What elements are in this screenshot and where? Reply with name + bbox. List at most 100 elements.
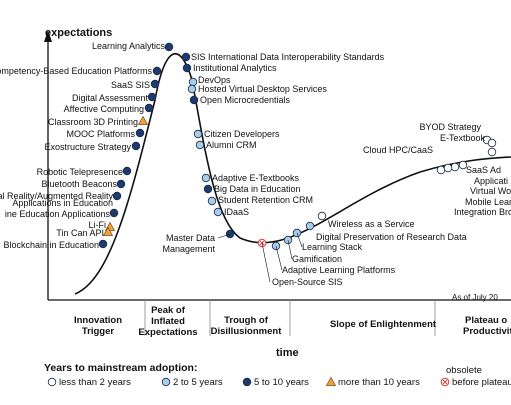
- tech-cloud-hpc-caas-label: Cloud HPC/CaaS: [363, 145, 433, 155]
- tech-institutional-analytics-marker: [182, 63, 192, 73]
- tech-devops-marker: [188, 77, 198, 87]
- tech-cloud-hpc-caas-marker: [436, 165, 446, 175]
- tech-tin-can-api-label: Tin Can API: [56, 228, 104, 238]
- leader-line: [296, 232, 303, 248]
- y-axis-arrow: [44, 30, 52, 42]
- technology-points: Learning Analytics Competency-Based Educa…: [0, 41, 511, 287]
- legend-marker-2-to-5-years: [161, 377, 171, 387]
- tech-applicati-label: Applicati: [474, 176, 508, 186]
- leader-line: [217, 233, 231, 239]
- tech-wireless-as-a-service-marker: [317, 211, 327, 221]
- tech-blockchain-in-education-label: Blockchain in Education: [3, 240, 99, 250]
- phase-plateau-l2: Productivit: [463, 326, 511, 337]
- legend-text-before-plateau: before plateau: [452, 377, 511, 388]
- tech-adaptive-e-textbooks-label: Adaptive E-Textbooks: [212, 173, 300, 183]
- legend-text-less-than-2-years: less than 2 years: [59, 377, 131, 388]
- tech-ine-education-applications-marker: [109, 208, 119, 218]
- tech-gamification-label: Gamification: [292, 254, 342, 264]
- tech-big-data-in-education-label: Big Data in Education: [214, 184, 301, 194]
- tech-saas-ad-label: SaaS Ad: [466, 165, 501, 175]
- tech-applications-in-education-label: Applications in Education: [12, 198, 113, 208]
- tech-saas-sis-marker: [150, 79, 160, 89]
- legend-text-5-to-10-years: 5 to 10 years: [254, 377, 309, 388]
- tech-hosted-virtual-desktop-services-label: Hosted Virtual Desktop Services: [198, 84, 327, 94]
- phase-peak-l1: Peak of: [151, 305, 186, 316]
- tech-classroom-3d-printing-marker: [137, 115, 149, 125]
- tech-tin-can-api-marker: [102, 226, 114, 236]
- legend: less than 2 years 2 to 5 years 5 to 10 yea…: [47, 376, 511, 388]
- tech-byod-strategy-label: BYOD Strategy: [419, 122, 481, 132]
- tech-digital-preservation-of-research-data-marker: [305, 221, 315, 231]
- tech-e-textbook-label: E-Textbook: [440, 133, 486, 143]
- tech-integration-brokers-label: Integration Brokers: [454, 207, 511, 217]
- tech-saas-ad-marker: [487, 147, 497, 157]
- phase-innovation-trigger-l2: Trigger: [82, 326, 115, 337]
- tech-digital-assessment-label: Digital Assessment: [72, 93, 149, 103]
- legend-marker-more-than-10-years: [325, 376, 337, 386]
- tech-exostructure-strategy-marker: [131, 141, 141, 151]
- tech-hosted-virtual-desktop-services-marker: [187, 84, 197, 94]
- tech-management-label: Management: [162, 244, 215, 254]
- phase-innovation-trigger-l1: Innovation: [74, 315, 122, 326]
- tech-open-microcredentials-label: Open Microcredentials: [200, 95, 291, 105]
- leader-line: [275, 245, 283, 271]
- tech-al-reality-augmented-reality-label: al Reality/Augmented Reality: [0, 191, 113, 201]
- tech-mooc-platforms-label: MOOC Platforms: [66, 129, 135, 139]
- tech-mooc-platforms-marker: [135, 128, 145, 138]
- tech-big-data-in-education-marker: [203, 184, 213, 194]
- phase-slope-l1: Slope of Enlightenment: [330, 319, 437, 330]
- tech-student-retention-crm-marker: [207, 196, 217, 206]
- phase-peak-l3: Expectations: [138, 327, 197, 338]
- tech-competency-based-education-platforms-label: Competency-Based Education Platforms: [0, 66, 152, 76]
- hype-curve: [74, 53, 511, 295]
- tech-devops-label: DevOps: [198, 75, 231, 85]
- tech-ine-education-applications-label: ine Education Applications: [5, 209, 111, 219]
- tech-digital-preservation-of-research-data-label: Digital Preservation of Research Data: [316, 232, 467, 242]
- tech-robotic-telepresence-label: Robotic Telepresence: [37, 167, 123, 177]
- legend-marker-5-to-10-years: [242, 377, 252, 387]
- tech-mobile-learning-marker: [450, 162, 460, 172]
- tech-affective-computing-marker: [144, 103, 154, 113]
- tech-bluetooth-beacons-marker: [116, 179, 126, 189]
- tech-blockchain-in-education-marker: [98, 239, 108, 249]
- tech-alumni-crm-marker: [195, 140, 205, 150]
- tech-sis-international-data-interoperability-standards-marker: [181, 52, 191, 62]
- tech-li-fi-label: Li-Fi: [89, 220, 107, 230]
- tech-sis-international-data-interoperability-standards-label: SIS International Data Interoperability …: [191, 52, 385, 62]
- x-axis-label: time: [276, 347, 299, 359]
- tech-bluetooth-beacons-label: Bluetooth Beacons: [41, 179, 117, 189]
- tech-master-data-label: Master Data: [166, 233, 215, 243]
- tech-alumni-crm-label: Alumni CRM: [206, 140, 257, 150]
- tech-citizen-developers-marker: [193, 129, 203, 139]
- tech-virtual-world-label: Virtual World: [470, 186, 511, 196]
- tech-digital-assessment-marker: [147, 92, 157, 102]
- tech-open-source-sis-label: Open-Source SIS: [272, 277, 343, 287]
- y-axis-label: expectations: [45, 27, 112, 39]
- tech-idaas-marker: [213, 207, 223, 217]
- tech-robotic-telepresence-marker: [122, 166, 132, 176]
- legend-marker-less-than-2-years: [47, 377, 57, 387]
- tech-adaptive-e-textbooks-marker: [201, 173, 211, 183]
- tech-al-reality-augmented-reality-marker: [112, 191, 122, 201]
- tech-competency-based-education-platforms-marker: [152, 66, 162, 76]
- phase-peak-l2: Inflated: [151, 316, 185, 327]
- tech-exostructure-strategy-label: Exostructure Strategy: [44, 142, 131, 152]
- tech-wireless-as-a-service-label: Wireless as a Service: [328, 219, 415, 229]
- tech-classroom-3d-printing-label: Classroom 3D Printing: [48, 117, 138, 127]
- tech-integration-brokers-marker: [443, 163, 453, 173]
- tech-learning-analytics-marker: [164, 42, 174, 52]
- tech-saas-sis-label: SaaS SIS: [111, 80, 150, 90]
- tech-open-microcredentials-marker: [189, 95, 199, 105]
- legend-marker-before-plateau-x: [442, 379, 448, 385]
- phase-trough-l2: Disillusionment: [211, 326, 283, 337]
- tech-e-textbook-marker: [487, 138, 497, 148]
- legend-obsolete-label: obsolete: [446, 365, 482, 376]
- phase-trough-l1: Trough of: [224, 315, 269, 326]
- tech-virtual-world-marker: [458, 160, 468, 170]
- tech-institutional-analytics-label: Institutional Analytics: [193, 63, 277, 73]
- leader-line: [287, 239, 293, 260]
- tech-learning-stack-label: Learning Stack: [302, 242, 363, 252]
- legend-title: Years to mainstream adoption:: [44, 362, 197, 374]
- legend-text-2-to-5-years: 2 to 5 years: [173, 377, 223, 388]
